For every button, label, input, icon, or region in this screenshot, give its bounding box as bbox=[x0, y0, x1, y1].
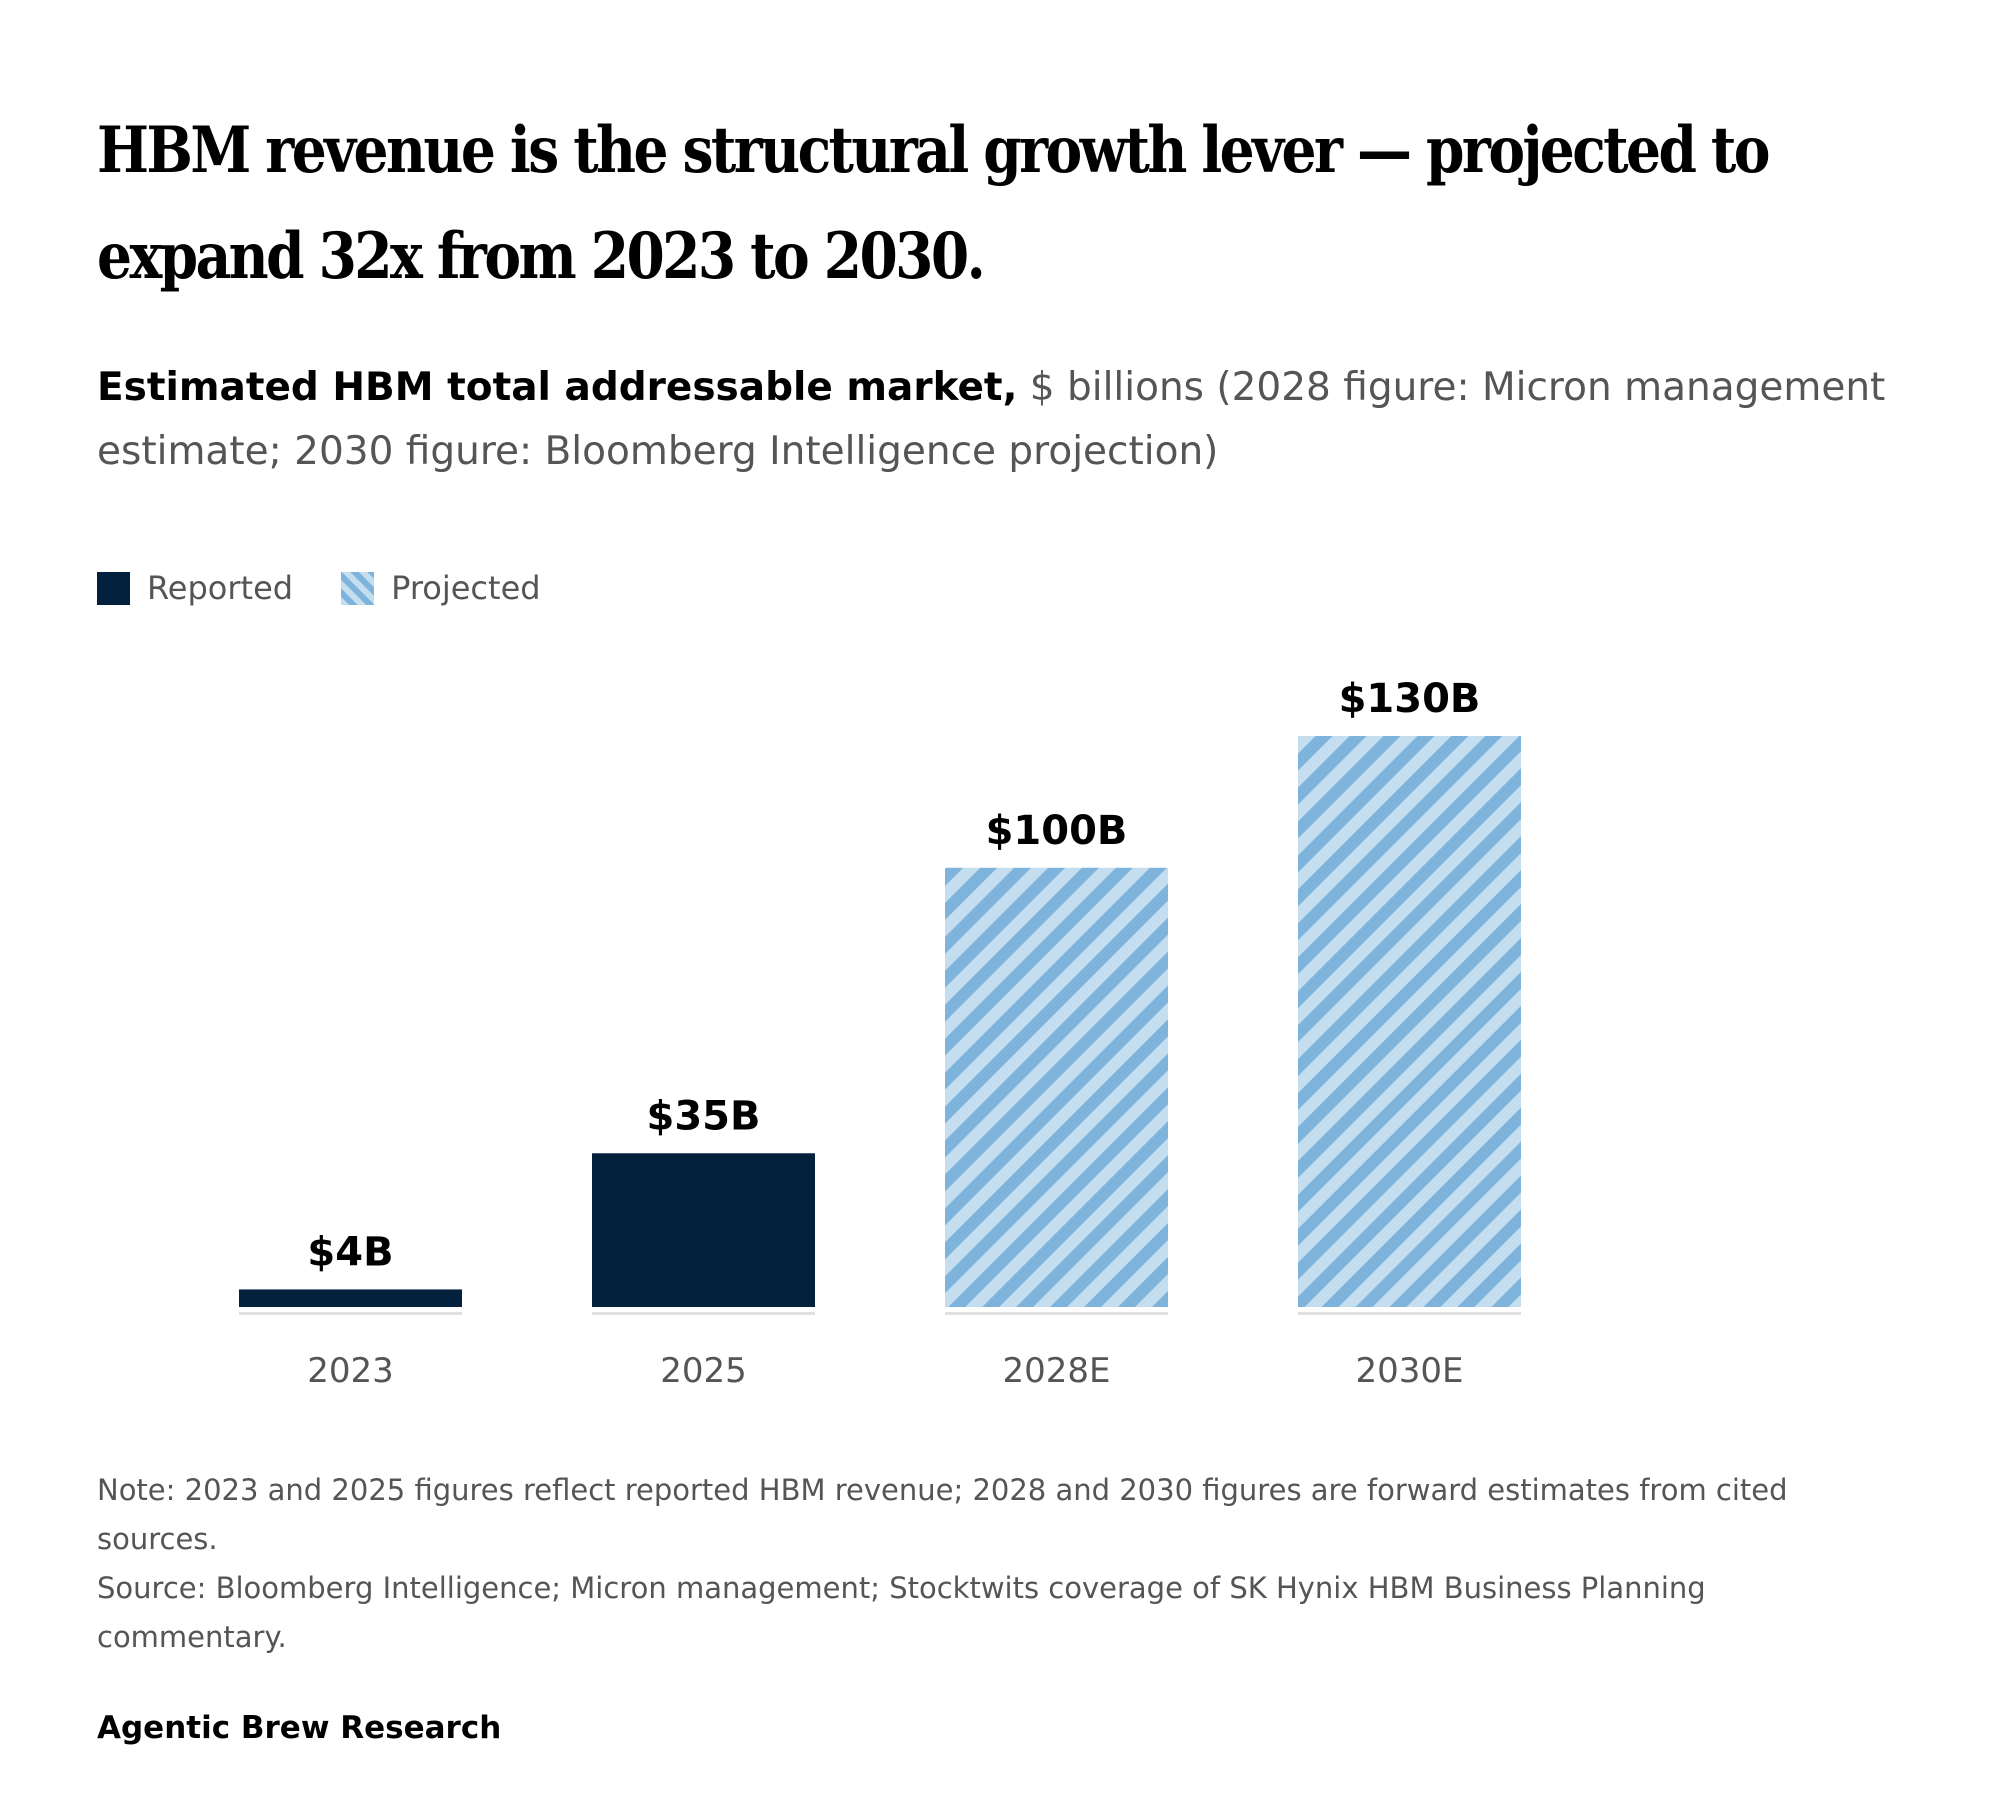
x-tick-label-2025: 2025 bbox=[660, 1351, 747, 1391]
baseline-2028e bbox=[945, 1312, 1168, 1315]
legend-label-reported: Reported bbox=[147, 569, 294, 607]
legend-item-reported: Reported bbox=[97, 569, 293, 607]
x-tick-label-2028e: 2028E bbox=[1002, 1351, 1110, 1391]
bar-2030e bbox=[1298, 736, 1521, 1307]
brand-label: Agentic Brew Research bbox=[97, 1710, 502, 1746]
bar-2028e bbox=[945, 867, 1168, 1307]
bar-2025 bbox=[592, 1153, 815, 1307]
value-label-2030e: $130B bbox=[1339, 676, 1481, 722]
bar-2023 bbox=[239, 1289, 462, 1307]
value-label-2023: $4B bbox=[307, 1229, 393, 1275]
bars-layer: $4B 2023 $35B 2025 $100B 2028E $130B 2030E bbox=[239, 676, 1521, 1391]
legend-swatch-projected bbox=[341, 571, 375, 605]
value-label-2025: $35B bbox=[647, 1093, 761, 1139]
subtitle-rest: $ billions (2028 figure: Micron manageme… bbox=[97, 365, 1886, 474]
x-tick-label-2030e: 2030E bbox=[1355, 1351, 1463, 1391]
bar-chart: $4B 2023 $35B 2025 $100B 2028E $130B 2030E bbox=[97, 580, 1903, 1410]
chart-footnote: Note: 2023 and 2025 figures reflect repo… bbox=[97, 1466, 1903, 1662]
legend-label-projected: Projected bbox=[391, 569, 541, 607]
baseline-2023 bbox=[239, 1312, 462, 1315]
x-tick-label-2023: 2023 bbox=[307, 1351, 394, 1391]
subtitle-strong: Estimated HBM total addressable market, bbox=[97, 365, 1018, 410]
footnote-source: Source: Bloomberg Intelligence; Micron m… bbox=[97, 1571, 1706, 1654]
chart-subtitle: Estimated HBM total addressable market, … bbox=[97, 356, 1903, 484]
legend-item-projected: Projected bbox=[341, 569, 541, 607]
legend-swatch-reported bbox=[97, 571, 130, 605]
chart-legend: Reported Projected bbox=[97, 566, 589, 610]
baseline-2025 bbox=[592, 1312, 815, 1315]
chart-page: HBM revenue is the structural growth lev… bbox=[97, 0, 1903, 1804]
bar-chart-svg: $4B 2023 $35B 2025 $100B 2028E $130B 2030E bbox=[239, 676, 1521, 1391]
value-label-2028e: $100B bbox=[986, 808, 1128, 854]
baseline-2030e bbox=[1298, 1312, 1521, 1315]
chart-title: HBM revenue is the structural growth lev… bbox=[97, 113, 1770, 294]
footnote-note: Note: 2023 and 2025 figures reflect repo… bbox=[97, 1473, 1788, 1556]
